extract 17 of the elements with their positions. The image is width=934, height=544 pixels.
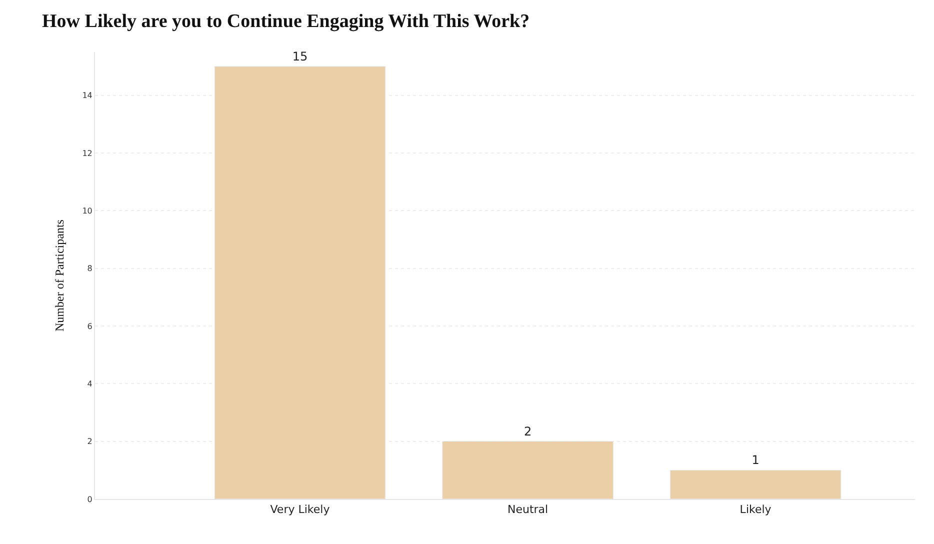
y-tick-label: 4	[87, 379, 92, 388]
y-tick-label: 8	[87, 264, 92, 274]
data-label: 15	[292, 49, 308, 64]
x-tick-label: Likely	[740, 503, 772, 516]
y-tick-label: 6	[87, 322, 92, 331]
chart-title: How Likely are you to Continue Engaging With This Work?	[42, 10, 530, 32]
y-tick-label: 10	[82, 206, 92, 216]
y-axis-title: Number of Participants	[52, 219, 67, 332]
y-tick-label: 12	[82, 148, 92, 158]
y-tick-label: 0	[87, 494, 92, 504]
y-tick-label: 14	[82, 91, 92, 100]
bar	[670, 470, 842, 499]
y-tick-label: 2	[87, 437, 92, 446]
data-label: 2	[524, 424, 532, 438]
x-tick-label: Neutral	[507, 503, 548, 516]
data-label: 1	[752, 453, 760, 468]
x-tick-label: Very Likely	[270, 503, 330, 516]
